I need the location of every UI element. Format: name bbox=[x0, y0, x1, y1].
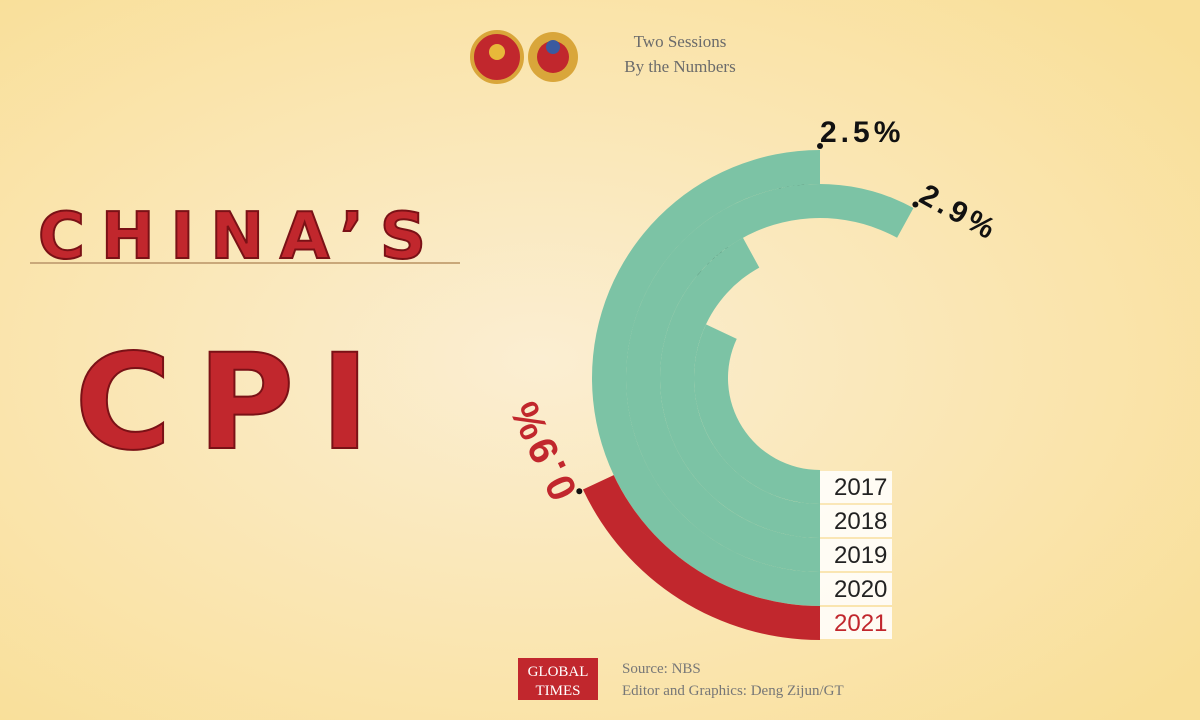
year-label-bg bbox=[820, 539, 892, 571]
year-label: 2018 bbox=[834, 508, 887, 535]
label-dot bbox=[817, 143, 823, 149]
ring-bar bbox=[694, 324, 820, 504]
header-line: By the Numbers bbox=[624, 57, 735, 76]
ring-bar bbox=[625, 183, 914, 572]
header-line: Two Sessions bbox=[634, 32, 727, 51]
ring-bar bbox=[592, 150, 820, 606]
logo: GLOBAL TIMES bbox=[518, 658, 598, 700]
year-label-bg bbox=[820, 471, 892, 503]
year-label: 2020 bbox=[834, 576, 887, 603]
value-label: 2.5% bbox=[820, 116, 904, 149]
emblems bbox=[470, 30, 578, 84]
ring-bar bbox=[660, 237, 820, 538]
title: CHINA’S bbox=[38, 200, 442, 274]
year-label-bg bbox=[820, 607, 892, 639]
year-label-bg bbox=[820, 505, 892, 537]
label-dot bbox=[912, 201, 919, 208]
ring-bar bbox=[582, 475, 820, 640]
logo-text: TIMES bbox=[536, 683, 581, 699]
year-label: 2019 bbox=[834, 542, 887, 569]
label-dot bbox=[576, 488, 583, 495]
source: Source: NBS bbox=[622, 661, 701, 677]
credit: Editor and Graphics: Deng Zijun/GT bbox=[622, 683, 844, 699]
logo-text: GLOBAL bbox=[528, 664, 589, 680]
year-label: 2021 bbox=[834, 610, 887, 637]
subtitle: CPI bbox=[75, 326, 396, 480]
year-label-bg bbox=[820, 573, 892, 605]
year-label: 2017 bbox=[834, 474, 887, 501]
